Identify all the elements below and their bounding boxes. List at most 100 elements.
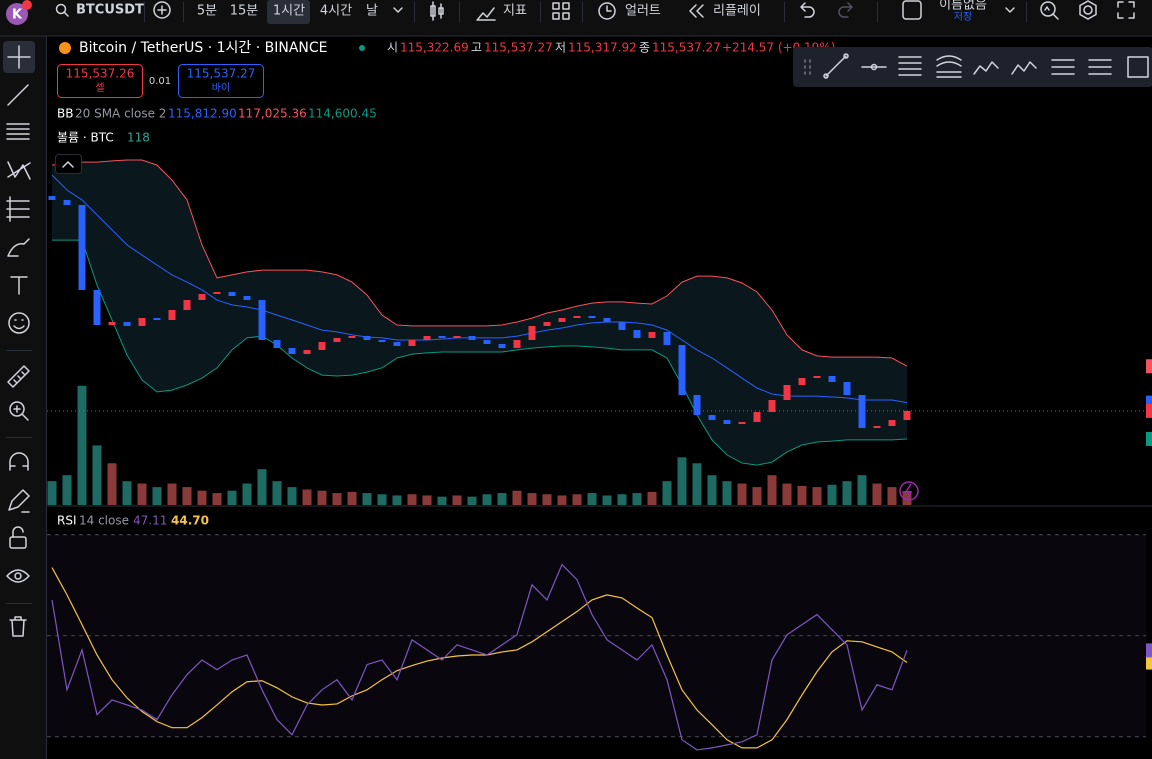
tool	[823, 73, 829, 79]
tool[interactable]	[898, 56, 922, 76]
tool[interactable]	[936, 55, 962, 78]
candle-body	[648, 331, 656, 338]
tool[interactable]	[1051, 59, 1075, 75]
crosshair-tool[interactable]	[7, 45, 31, 69]
volume-bar	[287, 487, 297, 505]
tool[interactable]	[825, 55, 847, 77]
tool[interactable]	[1088, 59, 1112, 75]
hide-tool[interactable]	[6, 569, 30, 583]
add-symbol[interactable]	[153, 1, 171, 19]
buy-button[interactable]	[178, 64, 264, 98]
ohlc-value: 115,537.27	[484, 41, 553, 55]
candle-body	[828, 376, 836, 382]
volume-bar	[242, 483, 252, 505]
fib-tool[interactable]	[6, 123, 30, 140]
legend-title: Bitcoin / TetherUS · 1시간 · BINANCE	[79, 40, 328, 56]
tool	[870, 63, 878, 71]
volume-bar	[692, 463, 702, 505]
interval-menu[interactable]	[393, 7, 403, 13]
candle-body	[573, 316, 581, 319]
volume-bar	[167, 483, 177, 505]
replay-button[interactable]: 리플레이	[713, 4, 761, 19]
top-bar	[0, 0, 1152, 36]
settings[interactable]	[1083, 5, 1093, 15]
tool[interactable]	[1127, 56, 1149, 78]
indicators-button[interactable]: 지표	[503, 4, 527, 19]
volume-bar	[62, 475, 72, 505]
zoom-tool	[13, 405, 29, 421]
drawing-tools	[3, 41, 35, 637]
symbol[interactable]: BTCUSDT	[76, 3, 144, 18]
sell-button[interactable]	[57, 64, 143, 98]
band-line	[52, 239, 908, 466]
candle-body	[873, 426, 881, 428]
candle-body	[273, 340, 281, 349]
candle-body	[708, 415, 716, 421]
add-symbol	[157, 5, 167, 15]
brush-tool[interactable]	[7, 238, 30, 257]
volume-bar	[422, 495, 432, 505]
volume-bar	[737, 483, 747, 505]
volume-bar	[647, 491, 657, 505]
market-status	[359, 45, 365, 51]
alert-button[interactable]: 얼러트	[625, 4, 661, 19]
text-tool[interactable]	[10, 276, 28, 295]
ohlc-value: 115,317.92	[568, 41, 637, 55]
candle-body	[468, 336, 476, 340]
zoom-tool[interactable]	[9, 401, 25, 417]
volume-bar	[542, 494, 552, 505]
avatar[interactable]	[6, 3, 28, 25]
save-label[interactable]: 저장	[954, 11, 972, 23]
volume-bar	[722, 481, 732, 505]
candle-body	[843, 382, 851, 395]
interval[interactable]: 4시간	[320, 4, 352, 19]
lightning-button[interactable]	[899, 481, 919, 501]
replay-icon	[689, 4, 704, 18]
icon-tool[interactable]	[8, 312, 30, 334]
volume-bar	[782, 483, 792, 505]
volume-bar	[47, 481, 57, 505]
buy-price: 115,537.27	[187, 67, 256, 81]
fullscreen[interactable]	[1117, 1, 1135, 19]
interval[interactable]: 날	[366, 4, 378, 19]
indicator-name: BB	[57, 107, 73, 121]
layout-toggle[interactable]	[902, 0, 922, 20]
magnet-tool[interactable]	[9, 452, 29, 471]
rsi-line	[51, 567, 908, 749]
layout-name[interactable]: 이름없음	[939, 0, 987, 13]
volume-bar	[227, 490, 237, 505]
indicator-value: 114,600.45	[308, 107, 377, 121]
interval[interactable]: 15분	[230, 4, 259, 19]
collapse-legend[interactable]	[55, 154, 82, 174]
redo[interactable]	[838, 2, 853, 18]
delete-tool[interactable]	[9, 616, 27, 637]
layouts[interactable]	[552, 2, 570, 20]
candle-body	[318, 342, 326, 350]
candle-body	[183, 300, 191, 310]
undo[interactable]	[800, 2, 815, 18]
projection-tool[interactable]	[6, 196, 30, 222]
stay-drawing[interactable]	[8, 489, 30, 513]
alert-icon	[606, 5, 612, 12]
volume-bar	[857, 475, 867, 505]
lock-tool[interactable]	[9, 536, 27, 549]
tool[interactable]	[1011, 61, 1037, 75]
pattern-tool[interactable]	[7, 161, 31, 180]
quick-search[interactable]	[1040, 1, 1056, 17]
layout-menu[interactable]	[1005, 7, 1015, 13]
tool[interactable]	[973, 61, 999, 75]
interval[interactable]: 5분	[197, 4, 217, 19]
left-bar	[0, 36, 46, 759]
interval[interactable]: 1시간	[273, 4, 305, 19]
trendline-tool[interactable]	[7, 84, 29, 106]
volume-bar	[557, 495, 567, 505]
chart-type[interactable]	[430, 1, 444, 21]
candle-body	[483, 340, 491, 344]
rsi-line	[51, 563, 908, 751]
volume-bar	[212, 493, 222, 505]
volume-bar	[317, 490, 327, 505]
candle-body	[408, 340, 416, 346]
candle-body	[858, 394, 866, 428]
order-quantity[interactable]: 0.01	[149, 76, 171, 87]
measure-tool[interactable]	[7, 365, 30, 388]
